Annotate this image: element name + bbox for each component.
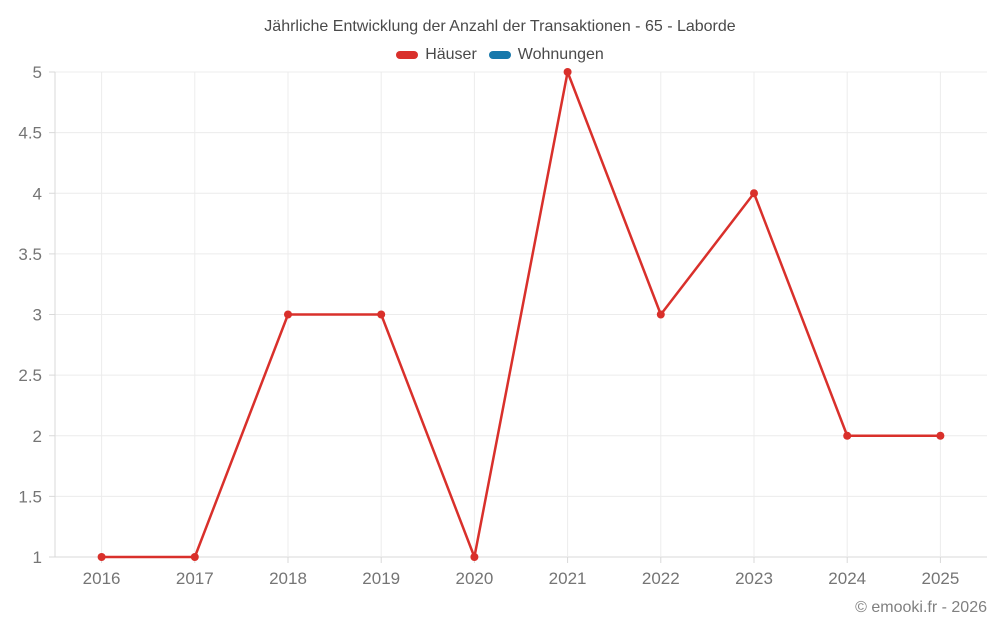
x-tick-label: 2020 [455,569,493,588]
data-point [190,553,199,561]
data-point [97,553,106,561]
data-point [563,68,572,76]
series-line-Häuser [100,70,942,559]
data-point [843,431,852,440]
data-point [936,431,945,440]
x-tick-label: 2017 [176,569,214,588]
y-tick-label: 4.5 [18,124,42,143]
data-point [377,310,386,319]
y-tick-label: 1.5 [18,487,42,506]
y-tick-label: 2.5 [18,366,42,385]
y-tick-label: 1 [33,548,42,567]
y-tick-label: 2 [33,427,42,446]
legend-label-haeuser: Häuser [425,46,477,63]
x-tick-label: 2025 [921,569,959,588]
x-tick-label: 2016 [83,569,121,588]
y-tick-label: 5 [33,63,42,82]
y-tick-label: 3.5 [18,245,42,264]
chart-title: Jährliche Entwicklung der Anzahl der Tra… [264,18,736,35]
legend-label-wohnungen: Wohnungen [517,46,604,63]
legend-item-wohnungen[interactable]: Wohnungen [488,46,604,64]
x-tick-label: 2022 [642,569,680,588]
data-point [656,310,665,319]
data-point [284,310,292,319]
y-tick-label: 3 [33,306,42,325]
y-tick-label: 4 [33,184,42,203]
chart-legend: Häuser Wohnungen [0,46,1000,64]
x-tick-label: 2024 [828,569,866,588]
haeuser-series-swatch-icon [396,51,419,59]
legend-item-haeuser[interactable]: Häuser [396,46,477,64]
x-tick-label: 2018 [269,569,307,588]
wohnungen-series-swatch-icon [488,51,511,59]
data-point [750,189,758,198]
x-tick-label: 2019 [362,569,400,588]
data-point [470,553,479,561]
x-tick-label: 2021 [549,569,587,588]
x-tick-label: 2023 [735,569,773,588]
watermark: © emooki.fr - 2026 [855,599,987,616]
